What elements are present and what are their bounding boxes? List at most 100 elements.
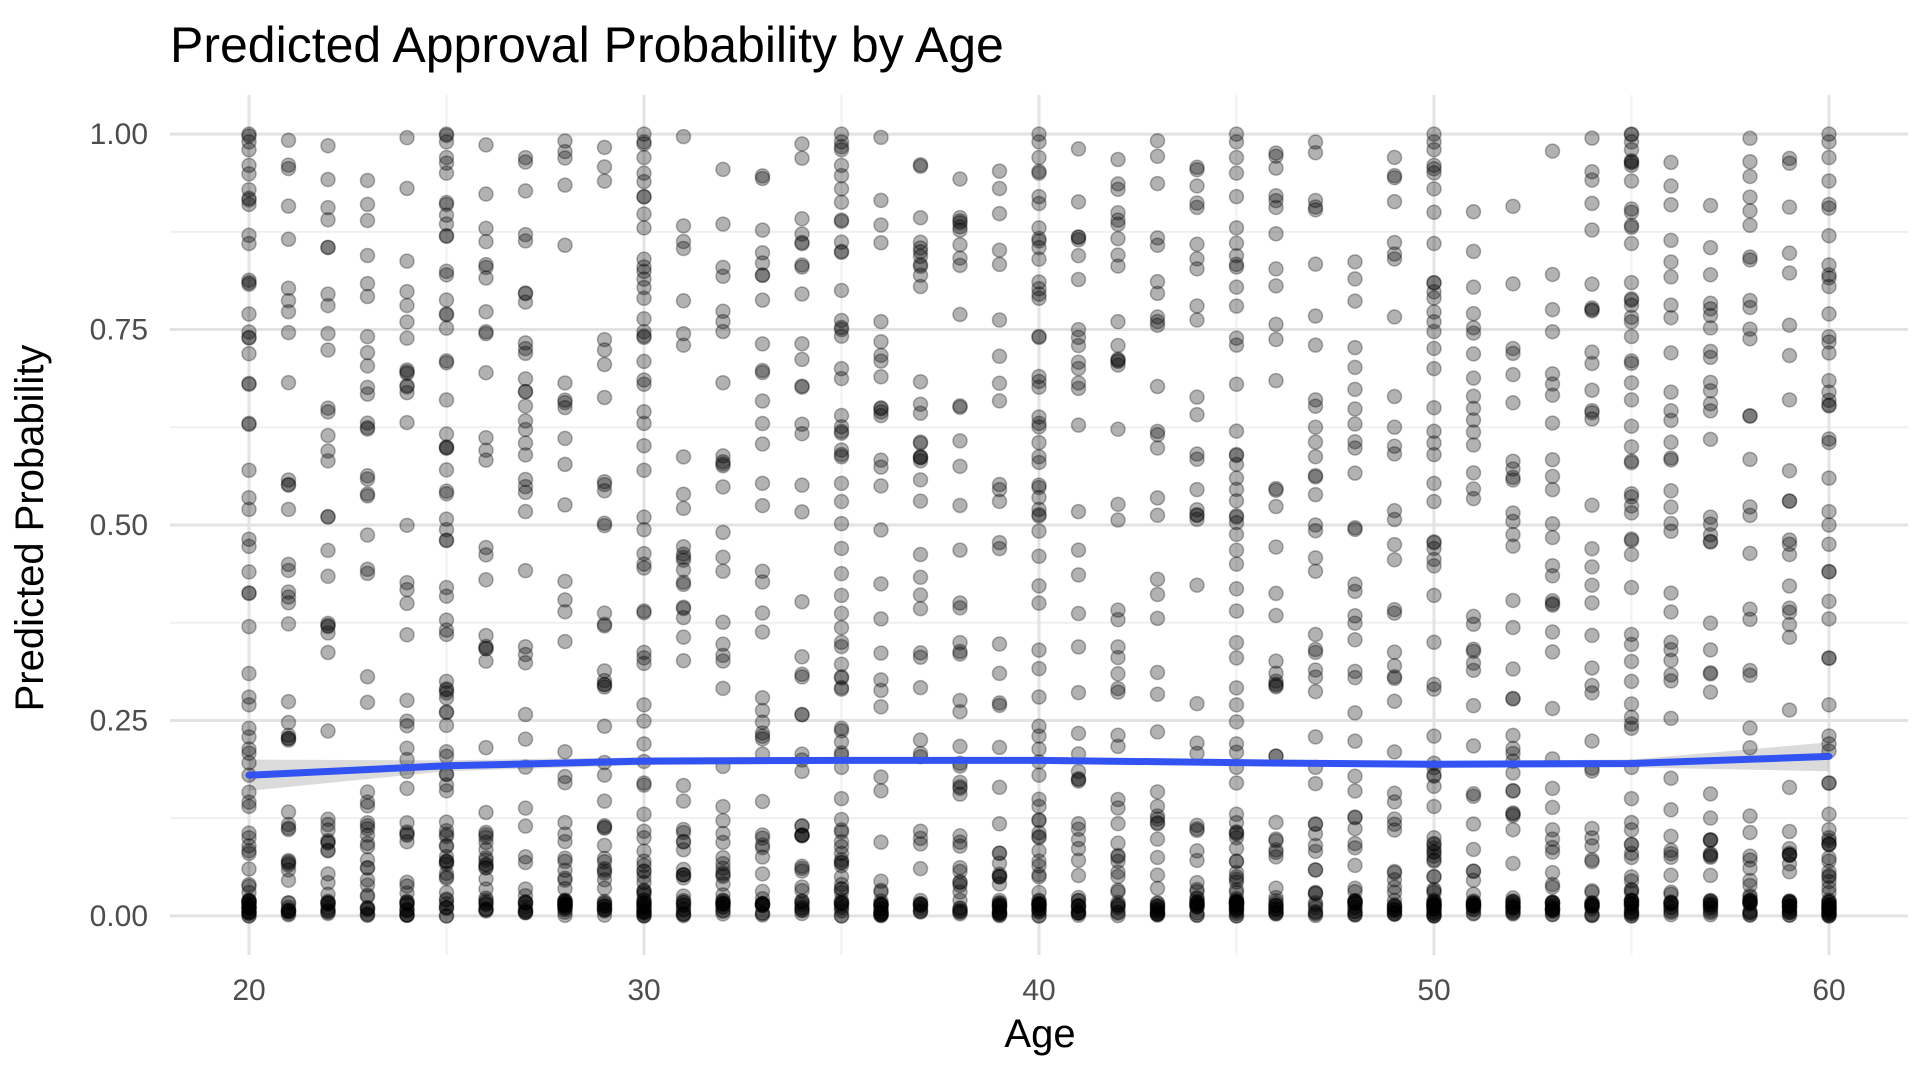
scatter-point bbox=[241, 272, 257, 288]
scatter-point bbox=[241, 794, 257, 810]
scatter-point bbox=[438, 483, 455, 499]
scatter-point bbox=[1584, 130, 1600, 146]
scatter-point bbox=[715, 896, 731, 912]
scatter-point bbox=[359, 694, 376, 711]
scatter-point bbox=[1781, 600, 1798, 616]
scatter-point bbox=[280, 816, 297, 833]
scatter-point bbox=[241, 235, 257, 252]
scatter-point bbox=[1307, 469, 1324, 485]
scatter-point bbox=[478, 324, 494, 340]
scatter-point bbox=[1070, 337, 1087, 354]
scatter-point bbox=[1663, 710, 1679, 727]
scatter-point bbox=[1386, 879, 1403, 896]
scatter-point bbox=[438, 682, 455, 698]
scatter-point bbox=[320, 239, 336, 256]
scatter-point bbox=[991, 180, 1008, 197]
scatter-point bbox=[1742, 808, 1758, 824]
scatter-point bbox=[794, 136, 810, 152]
scatter-point bbox=[557, 892, 573, 909]
scatter-point bbox=[794, 899, 810, 916]
y-tick-label: 0.75 bbox=[90, 314, 148, 347]
scatter-point bbox=[1742, 168, 1758, 185]
scatter-point bbox=[478, 233, 494, 250]
scatter-point bbox=[636, 136, 652, 152]
scatter-point bbox=[1623, 908, 1640, 924]
scatter-point bbox=[1544, 864, 1561, 881]
scatter-point bbox=[517, 413, 534, 429]
scatter-point bbox=[1268, 199, 1284, 216]
scatter-point bbox=[1386, 246, 1403, 262]
scatter-point bbox=[399, 595, 415, 612]
scatter-point bbox=[320, 905, 336, 922]
scatter-point bbox=[1584, 830, 1600, 846]
scatter-point bbox=[1110, 882, 1126, 898]
x-axis-title: Age bbox=[1004, 1012, 1075, 1056]
scatter-point bbox=[478, 852, 494, 868]
scatter-point bbox=[438, 783, 455, 799]
scatter-point bbox=[1702, 343, 1719, 360]
scatter-point bbox=[636, 898, 652, 914]
scatter-point bbox=[1426, 853, 1442, 869]
scatter-point bbox=[754, 436, 771, 452]
scatter-point bbox=[1465, 465, 1482, 481]
scatter-point bbox=[241, 126, 257, 142]
scatter-point bbox=[1663, 604, 1679, 620]
scatter-point bbox=[1347, 883, 1363, 900]
scatter-point bbox=[438, 532, 455, 549]
scatter-point bbox=[1821, 884, 1837, 901]
scatter-point bbox=[320, 822, 336, 838]
scatter-point bbox=[399, 897, 415, 913]
scatter-point bbox=[1307, 903, 1324, 920]
scatter-point bbox=[636, 777, 652, 793]
scatter-point bbox=[438, 837, 455, 854]
scatter-point bbox=[1544, 451, 1561, 468]
scatter-point bbox=[636, 882, 652, 899]
scatter-point bbox=[280, 589, 297, 605]
scatter-point bbox=[557, 862, 573, 878]
scatter-point bbox=[1268, 372, 1284, 389]
scatter-point bbox=[1347, 840, 1363, 856]
scatter-point bbox=[1386, 149, 1403, 166]
scatter-point bbox=[1465, 841, 1482, 858]
scatter-point bbox=[438, 149, 455, 166]
scatter-point bbox=[1584, 300, 1600, 316]
scatter-point bbox=[952, 643, 968, 660]
scatter-point bbox=[991, 816, 1008, 832]
scatter-point bbox=[1623, 292, 1640, 309]
scatter-point bbox=[478, 325, 494, 342]
scatter-point bbox=[991, 779, 1008, 796]
scatter-point bbox=[1742, 203, 1758, 219]
scatter-point bbox=[873, 611, 889, 627]
scatter-point bbox=[1031, 798, 1047, 815]
scatter-point bbox=[241, 181, 257, 198]
scatter-point bbox=[1544, 481, 1561, 498]
scatter-point bbox=[794, 234, 810, 251]
scatter-point bbox=[438, 579, 455, 596]
scatter-point bbox=[715, 825, 731, 842]
scatter-point bbox=[636, 251, 652, 267]
scatter-point bbox=[1821, 869, 1837, 885]
scatter-point bbox=[1742, 154, 1758, 170]
scatter-point bbox=[280, 852, 297, 869]
scatter-point bbox=[952, 398, 968, 414]
scatter-point bbox=[320, 896, 336, 913]
scatter-point bbox=[636, 188, 652, 205]
scatter-point bbox=[399, 364, 415, 380]
scatter-point bbox=[399, 384, 415, 401]
scatter-point bbox=[636, 376, 652, 393]
scatter-point bbox=[1189, 178, 1205, 194]
scatter-point bbox=[715, 636, 731, 652]
scatter-point bbox=[596, 139, 613, 156]
scatter-point bbox=[478, 859, 494, 876]
scatter-point bbox=[833, 822, 850, 838]
scatter-point bbox=[912, 405, 929, 421]
scatter-point bbox=[1426, 446, 1442, 463]
scatter-point bbox=[1465, 305, 1482, 322]
scatter-point bbox=[517, 849, 534, 865]
scatter-point bbox=[636, 736, 652, 752]
scatter-point bbox=[636, 165, 652, 181]
scatter-point bbox=[636, 895, 652, 911]
scatter-point bbox=[438, 263, 455, 279]
scatter-point bbox=[754, 393, 771, 409]
scatter-point bbox=[596, 819, 613, 836]
